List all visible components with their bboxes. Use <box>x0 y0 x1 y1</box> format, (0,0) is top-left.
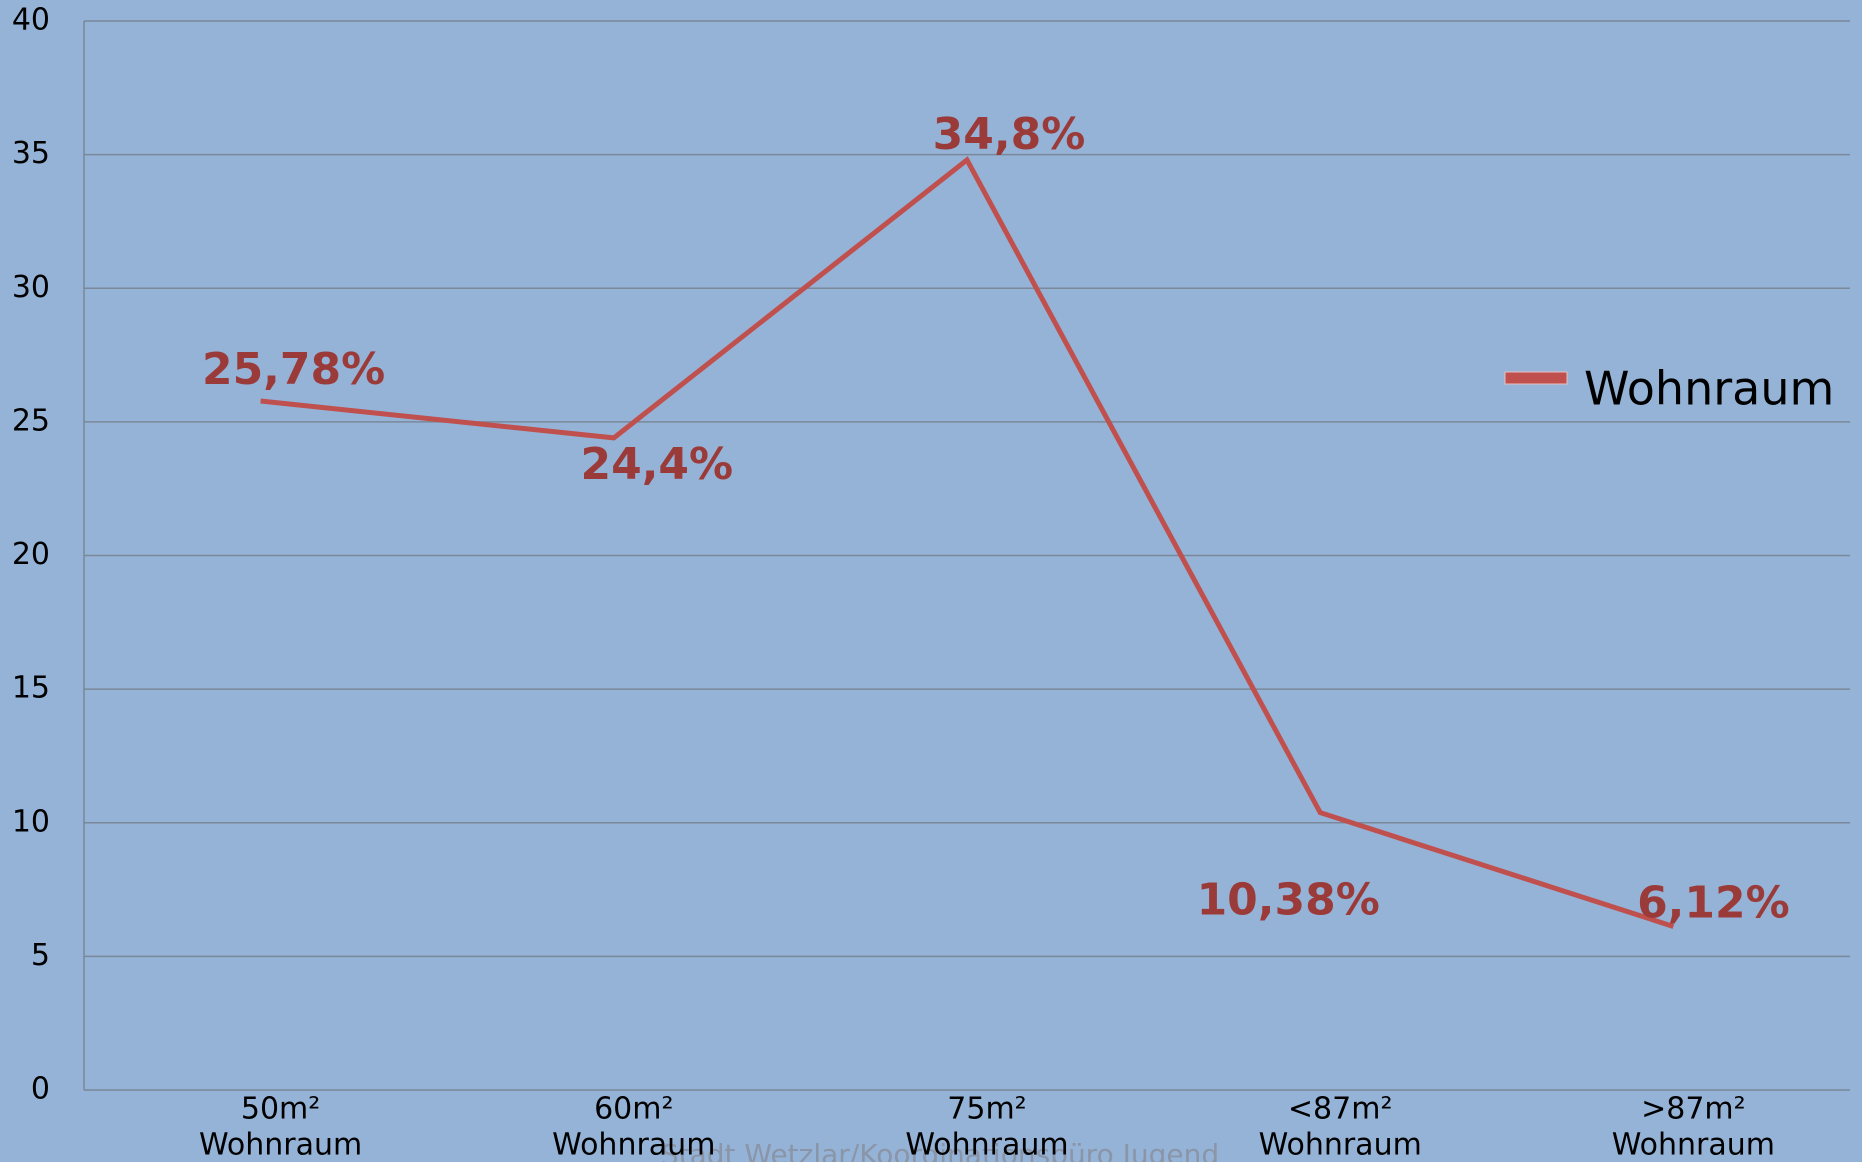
source: Stadt Wetzlar/Koordinationsbüro Jugend <box>661 1138 1219 1162</box>
data-label: 25,78% <box>202 344 385 395</box>
legend-label: Wohnraum <box>1584 362 1834 416</box>
line <box>260 156 1675 929</box>
y-tick-label: 40 <box>12 3 50 38</box>
data-label: 34,8% <box>933 109 1086 160</box>
data-label: 10,38% <box>1197 875 1380 926</box>
y-tick-label: 5 <box>31 938 50 973</box>
x-tick-label: 75m² <box>947 1092 1026 1127</box>
y-tick-label: 10 <box>12 804 50 839</box>
y-tick-label: 25 <box>12 403 50 438</box>
x-tick-label: Wohnraum <box>905 1128 1068 1162</box>
y-tick-label: 15 <box>12 671 50 706</box>
x-tick-label: 50m² <box>241 1092 320 1127</box>
y-tick-label: 30 <box>12 270 50 305</box>
x-tick-label: Wohnraum <box>552 1128 715 1162</box>
legend-key <box>1504 371 1568 385</box>
x-tick-label: Wohnraum <box>199 1128 362 1162</box>
data-label: 6,12% <box>1637 877 1790 928</box>
y-tick-label: 20 <box>12 537 50 572</box>
x-tick-label: 60m² <box>594 1092 673 1127</box>
data-label: 24,4% <box>580 439 733 490</box>
y-tick-label: 35 <box>12 136 50 171</box>
x-tick-label: <87m² <box>1288 1092 1393 1127</box>
x-tick-label: Wohnraum <box>1612 1128 1775 1162</box>
x-tick-label: >87m² <box>1641 1092 1746 1127</box>
y-tick-label: 0 <box>31 1072 50 1107</box>
x-tick-label: Wohnraum <box>1259 1128 1422 1162</box>
